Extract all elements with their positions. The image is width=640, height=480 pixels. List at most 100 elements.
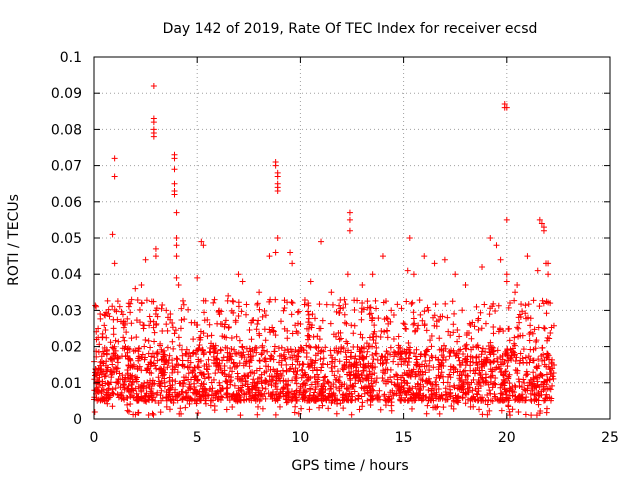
data-point [146,322,153,329]
data-point [124,401,131,408]
data-point [106,313,113,320]
x-tick-label: 25 [601,430,619,446]
data-point [534,374,541,381]
data-point [502,388,509,395]
data-point [235,299,242,306]
data-point [212,370,219,377]
data-point [249,379,256,386]
data-point-peak [109,231,116,238]
data-point [515,325,522,332]
data-point [185,370,192,377]
data-point [129,385,136,392]
data-point [145,337,152,344]
data-point [516,397,523,404]
data-point [314,381,321,388]
data-point [381,316,388,323]
data-point [129,372,136,379]
data-point [340,345,347,352]
data-point [465,389,472,396]
data-point [343,338,350,345]
data-point [175,334,182,341]
data-point [301,297,308,304]
data-point [242,381,249,388]
data-point [124,371,131,378]
data-point [404,388,411,395]
data-point [462,355,469,362]
data-point [307,385,314,392]
data-point [368,386,375,393]
data-point [148,353,155,360]
data-point [369,333,376,340]
data-point [195,345,202,352]
data-point [150,324,157,331]
data-point [438,369,445,376]
data-point [246,363,253,370]
data-point [271,343,278,350]
data-point [104,297,111,304]
data-point [263,368,270,375]
data-point [539,345,546,352]
data-point-peak [94,387,101,394]
data-point [290,368,297,375]
data-point [276,403,283,410]
data-point [401,397,408,404]
data-point [470,403,477,410]
data-point [540,324,547,331]
data-point [348,411,355,418]
data-point [224,390,231,397]
data-point [174,369,181,376]
data-point [417,381,424,388]
data-point [95,334,102,341]
data-point [249,317,256,324]
data-point [234,391,241,398]
data-point [324,378,331,385]
data-point [388,379,395,386]
data-point [478,351,485,358]
data-point [396,356,403,363]
data-point [329,359,336,366]
data-point-peak [173,242,180,249]
data-point [474,364,481,371]
y-tick-label: 0.08 [51,122,82,138]
data-point [296,348,303,355]
data-point-peak [111,173,118,180]
data-point [454,385,461,392]
data-point [335,348,342,355]
data-point [512,384,519,391]
data-point [347,375,354,382]
data-point [285,349,292,356]
data-point-peak [95,325,102,332]
data-point [460,368,467,375]
data-point [433,323,440,330]
data-point [178,346,185,353]
data-point [262,312,269,319]
data-point [338,383,345,390]
data-point [493,364,500,371]
data-point [348,397,355,404]
data-point [438,392,445,399]
data-point [280,384,287,391]
data-point [538,388,545,395]
data-point-peak [225,292,232,299]
data-point [535,324,542,331]
data-point [321,374,328,381]
data-point [177,325,184,332]
data-point [388,395,395,402]
data-point [127,356,134,363]
data-point [192,397,199,404]
data-point [515,409,522,416]
data-point [133,390,140,397]
data-point [522,302,529,309]
data-point [343,359,350,366]
data-point [544,334,551,341]
data-point [179,297,186,304]
data-point [550,375,557,382]
data-point [424,379,431,386]
data-point [356,356,363,363]
data-point [431,404,438,411]
data-point [479,345,486,352]
data-point [436,335,443,342]
data-point [147,359,154,366]
data-point [251,392,258,399]
data-point [494,355,501,362]
